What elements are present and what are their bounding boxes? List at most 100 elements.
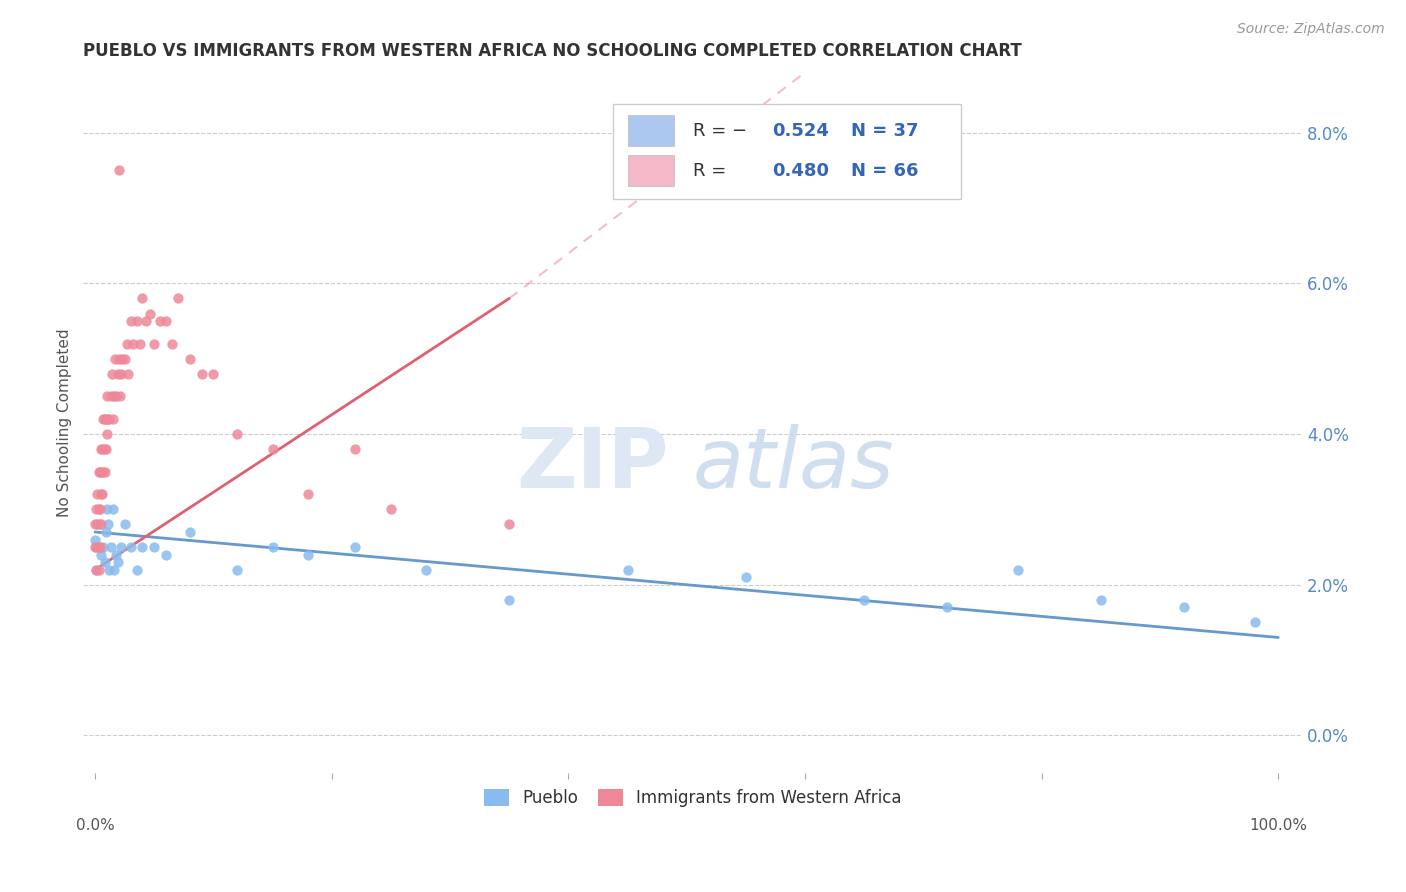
Point xyxy=(87,517,110,532)
Point xyxy=(98,412,121,426)
Point xyxy=(131,540,153,554)
Point xyxy=(93,442,115,457)
Text: R = −: R = − xyxy=(693,121,747,139)
Point xyxy=(115,336,138,351)
Point xyxy=(344,540,367,554)
Text: R =: R = xyxy=(693,161,737,179)
Point xyxy=(131,292,153,306)
Point xyxy=(97,412,120,426)
Point xyxy=(262,540,284,554)
Point xyxy=(143,336,166,351)
Point xyxy=(105,548,128,562)
Point xyxy=(104,351,127,366)
Point xyxy=(91,442,114,457)
Point xyxy=(125,314,148,328)
Point xyxy=(84,540,107,554)
Point xyxy=(94,442,117,457)
Text: 0.0%: 0.0% xyxy=(76,818,114,833)
Point xyxy=(90,548,112,562)
Point xyxy=(108,389,131,403)
Point xyxy=(87,563,110,577)
Point xyxy=(100,389,122,403)
Point xyxy=(155,314,177,328)
Point xyxy=(84,563,107,577)
Point xyxy=(114,517,136,532)
Legend: Pueblo, Immigrants from Western Africa: Pueblo, Immigrants from Western Africa xyxy=(477,782,908,814)
Point xyxy=(107,351,129,366)
Point xyxy=(1173,600,1195,615)
Point xyxy=(98,563,121,577)
Point xyxy=(262,442,284,457)
Point xyxy=(89,540,111,554)
Point xyxy=(91,487,114,501)
Point xyxy=(86,517,108,532)
Point xyxy=(120,540,142,554)
Point xyxy=(143,540,166,554)
Point xyxy=(167,292,190,306)
Point xyxy=(853,592,876,607)
Point xyxy=(110,540,132,554)
Point xyxy=(226,563,249,577)
Text: N = 37: N = 37 xyxy=(851,121,918,139)
Point xyxy=(226,427,249,442)
Point xyxy=(129,336,152,351)
Point xyxy=(107,163,129,178)
Point xyxy=(94,412,117,426)
Text: N = 66: N = 66 xyxy=(851,161,918,179)
Point xyxy=(103,389,125,403)
Point xyxy=(122,336,145,351)
Point xyxy=(100,540,122,554)
Point xyxy=(149,314,172,328)
Point xyxy=(93,540,115,554)
Text: PUEBLO VS IMMIGRANTS FROM WESTERN AFRICA NO SCHOOLING COMPLETED CORRELATION CHAR: PUEBLO VS IMMIGRANTS FROM WESTERN AFRICA… xyxy=(83,42,1022,60)
Point xyxy=(111,351,134,366)
Point xyxy=(90,465,112,479)
Point xyxy=(179,351,201,366)
Point xyxy=(94,524,117,539)
Text: 100.0%: 100.0% xyxy=(1250,818,1308,833)
Text: ZIP: ZIP xyxy=(516,425,668,505)
Point xyxy=(297,487,319,501)
Text: 0.480: 0.480 xyxy=(772,161,830,179)
Point xyxy=(344,442,367,457)
Point xyxy=(97,517,120,532)
Point xyxy=(380,502,402,516)
Point xyxy=(415,563,437,577)
Point xyxy=(202,367,225,381)
FancyBboxPatch shape xyxy=(613,104,960,199)
Point xyxy=(1243,615,1265,630)
Point xyxy=(96,427,118,442)
Point xyxy=(84,540,107,554)
Point xyxy=(90,442,112,457)
Point xyxy=(107,367,129,381)
Point xyxy=(125,563,148,577)
Point xyxy=(107,555,129,569)
Point xyxy=(616,563,638,577)
Point xyxy=(120,314,142,328)
Point xyxy=(138,306,160,320)
Point xyxy=(84,563,107,577)
Point xyxy=(87,540,110,554)
Point xyxy=(84,517,107,532)
Point xyxy=(1007,563,1029,577)
Point xyxy=(734,570,756,584)
Point xyxy=(135,314,157,328)
FancyBboxPatch shape xyxy=(628,154,675,186)
Point xyxy=(93,412,115,426)
Point xyxy=(87,502,110,516)
Point xyxy=(84,502,107,516)
Y-axis label: No Schooling Completed: No Schooling Completed xyxy=(58,328,72,517)
Point xyxy=(93,555,115,569)
Point xyxy=(100,367,122,381)
Point xyxy=(96,389,118,403)
Point xyxy=(297,548,319,562)
Point xyxy=(179,524,201,539)
Point xyxy=(96,502,118,516)
Point xyxy=(114,351,136,366)
Point xyxy=(101,502,124,516)
Text: 0.524: 0.524 xyxy=(772,121,828,139)
Point xyxy=(103,563,125,577)
Point xyxy=(1090,592,1112,607)
Point xyxy=(155,548,177,562)
Text: atlas: atlas xyxy=(693,425,894,505)
